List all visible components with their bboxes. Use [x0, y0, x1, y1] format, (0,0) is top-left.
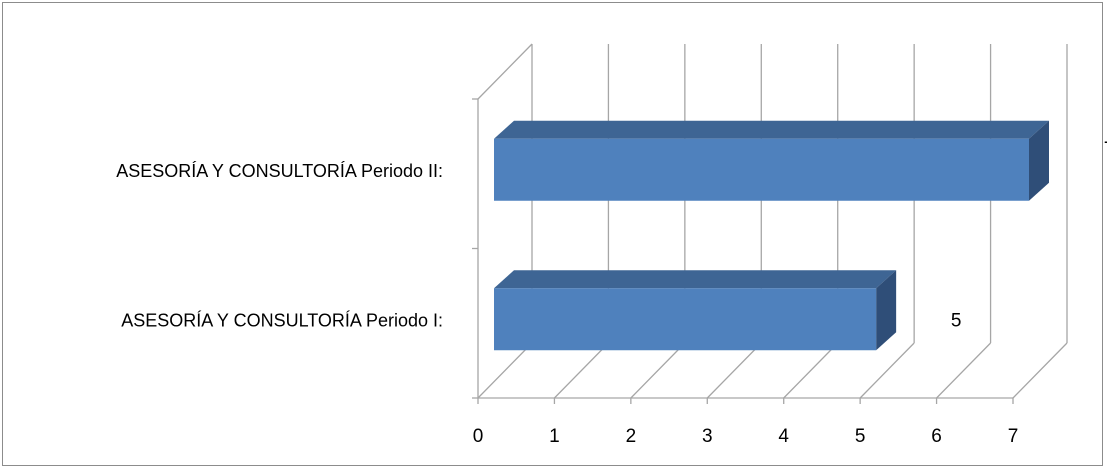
floor-gridline-7 — [1012, 342, 1068, 399]
x-tick-label-6: 6 — [931, 426, 942, 447]
data-label-1: 5 — [951, 310, 962, 331]
x-tick-label-3: 3 — [702, 426, 713, 447]
x-tick-label-7: 7 — [1008, 426, 1019, 447]
floor-gridline-4 — [783, 342, 839, 399]
category-label-2: ASESORÍA Y CONSULTORÍA Periodo II: — [116, 161, 443, 181]
x-tick-label-0: 0 — [473, 426, 484, 447]
category-label-1: ASESORÍA Y CONSULTORÍA Periodo I: — [121, 310, 443, 330]
x-tick-label-1: 1 — [549, 426, 560, 447]
side-wall-top-edge — [477, 43, 533, 100]
floor-gridline-5 — [859, 342, 915, 399]
floor-gridline-2 — [630, 342, 686, 399]
x-tick-label-5: 5 — [855, 426, 866, 447]
bar-side-1 — [876, 270, 897, 351]
floor-gridline-1 — [553, 342, 609, 399]
data-label-2: 7 — [1104, 139, 1107, 160]
bar-top-1 — [494, 270, 897, 289]
bar-2 — [494, 138, 1029, 201]
floor-gridline-6 — [936, 342, 992, 399]
bar-side-2 — [1029, 120, 1049, 201]
bar-1 — [494, 288, 877, 351]
bar-top-2 — [494, 120, 1049, 139]
floor-gridline-3 — [706, 342, 762, 399]
floor-gridline-0 — [477, 342, 533, 399]
x-tick-label-2: 2 — [626, 426, 637, 447]
x-tick-label-4: 4 — [778, 426, 789, 447]
